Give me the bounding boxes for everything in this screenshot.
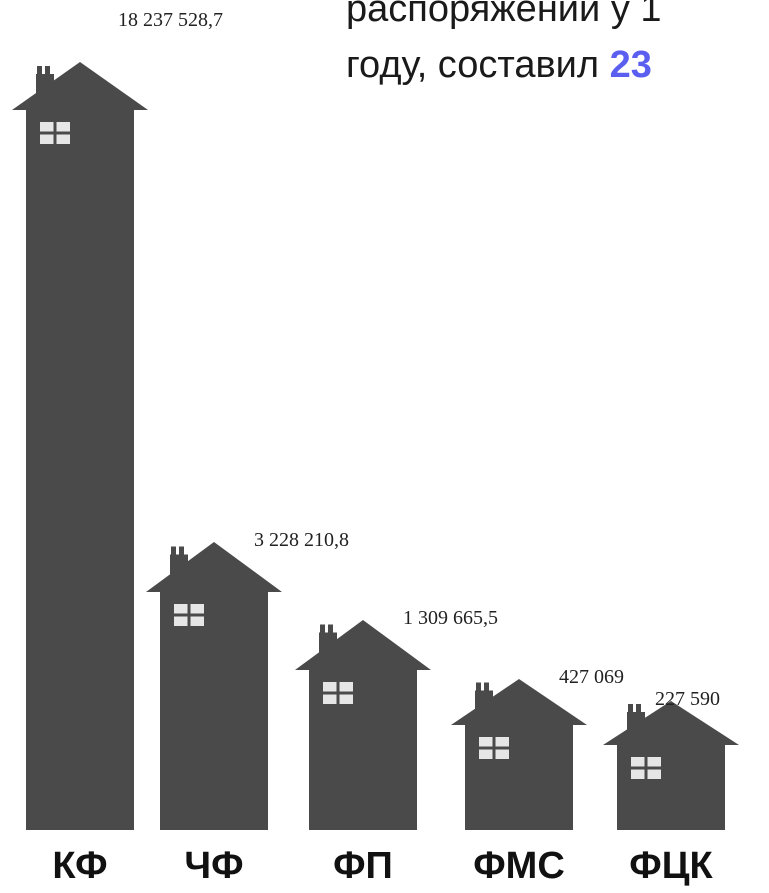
house-window bbox=[323, 682, 353, 704]
house-bar-2 bbox=[295, 620, 431, 830]
chimney-pot bbox=[476, 682, 481, 692]
house-window bbox=[479, 737, 509, 759]
category-label: ФМС bbox=[473, 845, 565, 887]
chimney-pot bbox=[179, 546, 184, 556]
value-label: 3 228 210,8 bbox=[254, 529, 349, 551]
house-body bbox=[451, 679, 587, 830]
category-label: ФЦК bbox=[629, 845, 713, 887]
heading-accent-number: 23 bbox=[609, 44, 652, 86]
house-window bbox=[631, 757, 661, 779]
window-transom bbox=[40, 131, 70, 135]
window-transom bbox=[631, 766, 661, 770]
window-transom bbox=[174, 613, 204, 617]
chimney-pot bbox=[636, 704, 641, 713]
heading-text: распоряжении у 1 году, составил 23 bbox=[346, 0, 769, 110]
window-transom bbox=[323, 691, 353, 695]
house-window bbox=[40, 122, 70, 144]
house-bar-4 bbox=[603, 701, 739, 830]
house-bar-1 bbox=[146, 542, 282, 830]
category-label: ЧФ bbox=[184, 845, 243, 887]
house-window bbox=[174, 604, 204, 626]
heading-line-1: распоряжении у 1 bbox=[346, 0, 662, 30]
chimney-pot bbox=[171, 546, 176, 556]
house-body bbox=[146, 542, 282, 830]
chimney-pot bbox=[45, 66, 50, 75]
value-label: 427 069 bbox=[559, 666, 624, 688]
value-label: 18 237 528,7 bbox=[118, 9, 223, 31]
heading-line-2-text: году, составил bbox=[346, 44, 610, 86]
window-transom bbox=[479, 746, 509, 750]
house-body bbox=[295, 620, 431, 830]
chimney-pot bbox=[484, 682, 489, 692]
house-body bbox=[603, 701, 739, 830]
house-bar-0 bbox=[12, 62, 148, 830]
house-body bbox=[12, 62, 148, 830]
house-bar-3 bbox=[451, 679, 587, 830]
heading-line-2: году, составил 23 bbox=[346, 37, 769, 93]
value-label: 227 590 bbox=[655, 688, 720, 710]
chimney-pot bbox=[37, 66, 42, 75]
chimney-pot bbox=[320, 624, 325, 634]
chimney-pot bbox=[328, 624, 333, 634]
category-label: КФ bbox=[52, 845, 107, 887]
chimney-pot bbox=[628, 704, 633, 713]
value-label: 1 309 665,5 bbox=[403, 607, 498, 629]
category-label: ФП bbox=[333, 845, 393, 887]
